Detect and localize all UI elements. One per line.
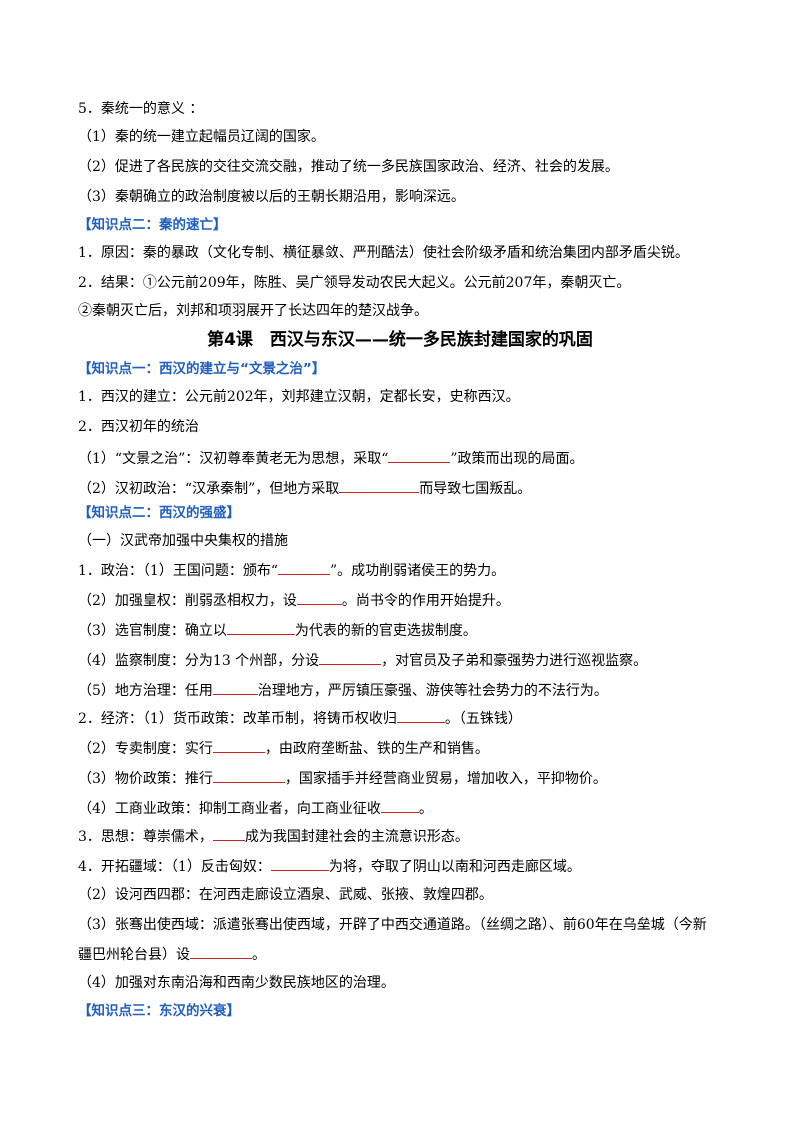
text: ”政策而出现的局面。 (450, 451, 584, 467)
text: （3）物价政策：推行 (78, 771, 213, 787)
text: （2）设河西四郡：在河西走廊设立酒泉、武威、张掖、敦煌四郡。 (78, 887, 493, 903)
text-line: （3）秦朝确立的政治制度被以后的王朝长期沿用，影响深远。 (78, 188, 465, 206)
blank-line (319, 650, 382, 665)
text: （5）地方治理：任用 (78, 683, 213, 699)
text-line: （2）加强皇权：削弱丞相权力，设 。尚书令的作用开始提升。 (78, 590, 510, 610)
text-line: （一）汉武帝加强中央集权的措施 (78, 532, 288, 550)
text-line: （2）设河西四郡：在河西走廊设立酒泉、武威、张掖、敦煌四郡。 (78, 886, 493, 904)
text: ②秦朝灭亡后，刘邦和项羽展开了长达四年的楚汉战争。 (78, 303, 428, 319)
text: 3．思想：尊崇儒术， (78, 829, 213, 845)
text: （2）加强皇权：削弱丞相权力，设 (78, 593, 297, 609)
blank-line (296, 590, 342, 605)
text-line: ②秦朝灭亡后，刘邦和项羽展开了长达四年的楚汉战争。 (78, 302, 428, 320)
text: 5．秦统一的意义 ： (78, 101, 204, 117)
section-heading: 【知识点二：秦的速亡】 (78, 216, 227, 234)
text-line: （5）地方治理：任用 治理地方，严厉镇压豪强、游侠等社会势力的不法行为。 (78, 680, 608, 700)
text: （4）工商业政策：抑制工商业者，向工商业征收 (78, 801, 381, 817)
blank-line (212, 680, 258, 695)
section-heading: 【知识点三：东汉的兴衰】 (78, 1002, 240, 1020)
text-line: （3）物价政策：推行 ，国家插手并经营商业贸易，增加收入，平抑物价。 (78, 768, 607, 788)
text-line: 2．结果：①公元前209年，陈胜、吴广领导发动农民大起义。公元前207年，秦朝灭… (78, 274, 630, 292)
text: （2）促进了各民族的交往交流交融，推动了统一多民族国家政治、经济、社会的发展。 (78, 159, 619, 175)
text: （4）加强对东南沿海和西南少数民族地区的治理。 (78, 975, 395, 991)
text: 。 (418, 801, 433, 817)
text: （4）监察制度：分为13 个州部，分设 (78, 653, 320, 669)
text-line: 4．开拓疆域：（1）反击匈奴： 为将，夺取了阴山以南和河西走廊区域。 (78, 856, 581, 876)
text-line: （1）“文景之治”：汉初尊奉黄老无为思想，采取“ ”政策而出现的局面。 (78, 448, 584, 468)
lesson-title: 第4课 西汉与东汉——统一多民族封建国家的巩固 (0, 331, 800, 349)
text: （1）秦的统一建立起幅员辽阔的国家。 (78, 129, 325, 145)
text: 2．经济：（1）货币政策：改革币制，将铸币权收归 (78, 711, 397, 727)
blank-line (396, 708, 445, 723)
blank-line (339, 478, 420, 493)
text: ，由政府垄断盐、铁的生产和销售。 (264, 741, 489, 757)
text-line: （2）促进了各民族的交往交流交融，推动了统一多民族国家政治、经济、社会的发展。 (78, 158, 619, 176)
blank-line (190, 944, 252, 959)
blank-line (212, 768, 285, 783)
text-line: （3）张骞出使西域：派遣张骞出使西域，开辟了中西交通道路。（丝绸之路）、前60年… (78, 916, 707, 934)
text-line: 2．西汉初年的统治 (78, 418, 199, 436)
section-heading: 【知识点二：西汉的强盛】 (78, 504, 240, 522)
text-line: （2）专卖制度：实行 ，由政府垄断盐、铁的生产和销售。 (78, 738, 489, 758)
text: （3）张骞出使西域：派遣张骞出使西域，开辟了中西交通道路。（丝绸之路）、前60年… (78, 917, 707, 933)
text-line: （4）工商业政策：抑制工商业者，向工商业征收 。 (78, 798, 433, 818)
text: 成为我国封建社会的主流意识形态。 (244, 829, 469, 845)
text: 【知识点二：西汉的强盛】 (78, 505, 240, 521)
text-line: 2．经济：（1）货币政策：改革币制，将铸币权收归 。（五铢钱） (78, 708, 522, 728)
text: 4．开拓疆域：（1）反击匈奴： (78, 859, 271, 875)
section-heading: 【知识点一：西汉的建立与“文景之治”】 (78, 360, 325, 378)
text: 。 (252, 947, 266, 963)
text: ”。成功削弱诸侯王的势力。 (329, 563, 506, 579)
text-line: （4）监察制度：分为13 个州部，分设 ，对官员及子弟和豪强势力进行巡视监察。 (78, 650, 647, 670)
text: 为代表的新的官吏选拔制度。 (294, 623, 477, 639)
text-line: 疆巴州轮台县）设 。 (78, 944, 266, 964)
blank-line (388, 448, 451, 463)
text: 。（五铢钱） (444, 711, 522, 727)
text: （3）秦朝确立的政治制度被以后的王朝长期沿用，影响深远。 (78, 189, 465, 205)
text: 1．原因：秦的暴政（文化专制、横征暴敛、严刑酷法）使社会阶级矛盾和统治集团内部矛… (78, 245, 689, 261)
text: 第4课 西汉与东汉——统一多民族封建国家的巩固 (207, 330, 593, 350)
text: 治理地方，严厉镇压豪强、游侠等社会势力的不法行为。 (257, 683, 608, 699)
blank-line (277, 560, 330, 575)
text: （2）专卖制度：实行 (78, 741, 213, 757)
blank-line (226, 620, 295, 635)
text-line: 1．西汉的建立：公元前202年，刘邦建立汉朝，定都长安，史称西汉。 (78, 388, 520, 406)
text: 为将，夺取了阴山以南和河西走廊区域。 (328, 859, 581, 875)
text: 。尚书令的作用开始提升。 (341, 593, 510, 609)
text-line: （3）选官制度：确立以 为代表的新的官吏选拔制度。 (78, 620, 477, 640)
text-line: 1．政治：（1）王国问题：颁布“ ”。成功削弱诸侯王的势力。 (78, 560, 505, 580)
text: 疆巴州轮台县）设 (78, 947, 190, 963)
text: （3）选官制度：确立以 (78, 623, 227, 639)
text-line: 5．秦统一的意义 ： (78, 100, 203, 118)
blank-line (380, 798, 419, 813)
text: （1）“文景之治”：汉初尊奉黄老无为思想，采取“ (78, 451, 389, 467)
blank-line (212, 738, 265, 753)
blank-line (270, 856, 329, 871)
text-line: 3．思想：尊崇儒术， 成为我国封建社会的主流意识形态。 (78, 826, 469, 846)
text: （2）汉初政治：“汉承秦制”，但地方采取 (78, 481, 340, 497)
text: ，国家插手并经营商业贸易，增加收入，平抑物价。 (284, 771, 607, 787)
text: 2．结果：①公元前209年，陈胜、吴广领导发动农民大起义。公元前207年，秦朝灭… (78, 275, 631, 291)
text-line: （1）秦的统一建立起幅员辽阔的国家。 (78, 128, 325, 146)
text: 【知识点一：西汉的建立与“文景之治”】 (78, 361, 326, 377)
text: 1．西汉的建立：公元前202年，刘邦建立汉朝，定都长安，史称西汉。 (78, 389, 520, 405)
text-line: （4）加强对东南沿海和西南少数民族地区的治理。 (78, 974, 395, 992)
text: （一）汉武帝加强中央集权的措施 (78, 533, 288, 549)
blank-line (212, 826, 245, 841)
text: 而导致七国叛乱。 (419, 481, 532, 497)
text-line: 1．原因：秦的暴政（文化专制、横征暴敛、严刑酷法）使社会阶级矛盾和统治集团内部矛… (78, 244, 689, 262)
text: 1．政治：（1）王国问题：颁布“ (78, 563, 278, 579)
text: 【知识点三：东汉的兴衰】 (78, 1003, 240, 1019)
text: 2．西汉初年的统治 (78, 419, 199, 435)
text-line: （2）汉初政治：“汉承秦制”，但地方采取 而导致七国叛乱。 (78, 478, 531, 498)
text: ，对官员及子弟和豪强势力进行巡视监察。 (381, 653, 648, 669)
text: 【知识点二：秦的速亡】 (78, 217, 227, 233)
